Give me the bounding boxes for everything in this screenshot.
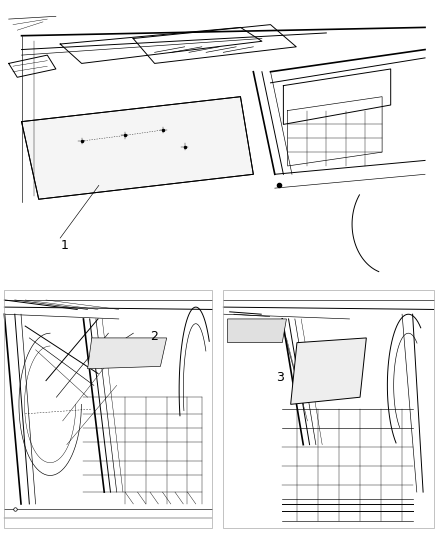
Polygon shape (291, 338, 366, 405)
Bar (223, 290, 434, 528)
Bar (4, 290, 212, 528)
Polygon shape (228, 319, 286, 343)
Polygon shape (88, 338, 166, 369)
Text: 2: 2 (150, 330, 158, 343)
Polygon shape (21, 96, 253, 199)
Text: 1: 1 (60, 239, 68, 252)
Text: 3: 3 (276, 370, 284, 384)
